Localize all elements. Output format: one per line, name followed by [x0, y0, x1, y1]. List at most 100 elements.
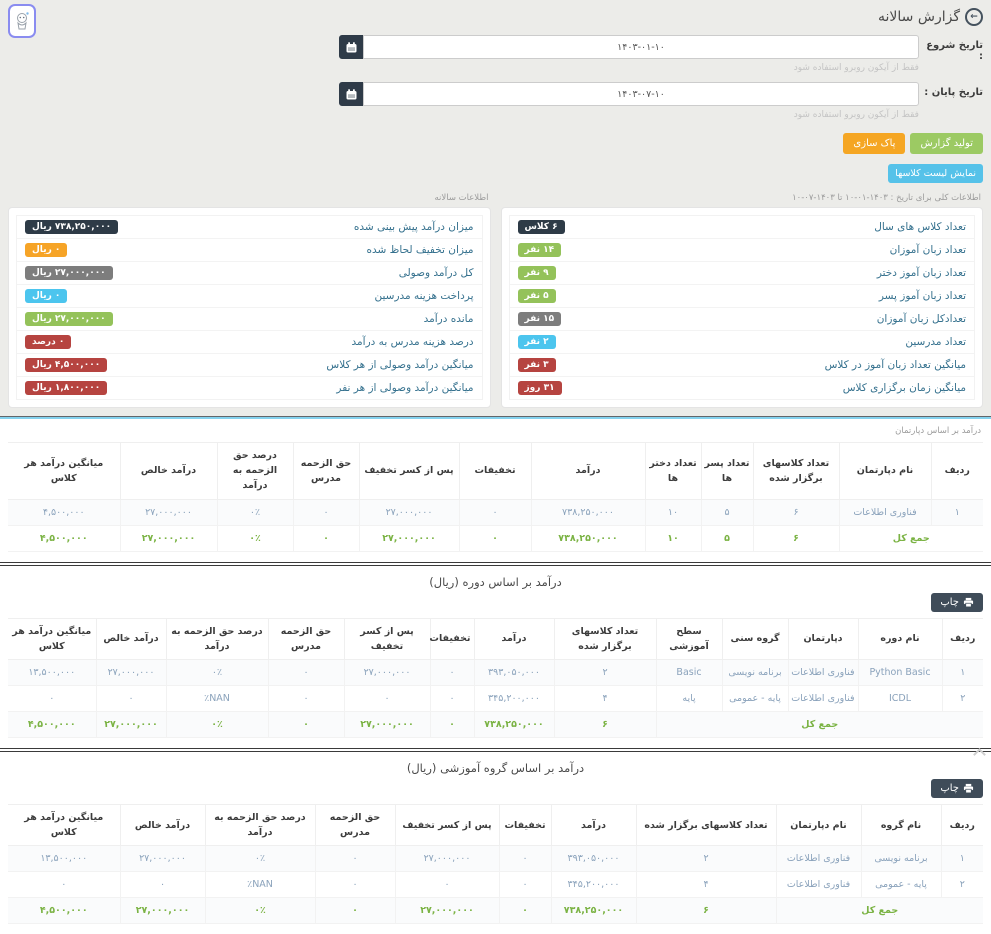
stat-badge: ۱۵ نفر: [517, 312, 562, 326]
course-print-button[interactable]: چاپ: [931, 592, 983, 612]
actions-row: تولید گزارش پاک سازی: [8, 133, 983, 154]
table-cell: ۲۷,۰۰۰,۰۰۰: [95, 658, 167, 686]
column-header: پس از کسر تخفیف: [394, 803, 500, 847]
column-header: تعداد کلاسهای برگزار شده: [635, 803, 777, 847]
general-info-heading: اطلاعات کلی برای تاریخ : ۱۴۰۳-۰۱-۱۰ تا ۱…: [792, 193, 981, 203]
table-cell: ۲۷,۰۰۰,۰۰۰: [343, 658, 431, 686]
column-header: تعداد کلاسهای برگزار شده: [553, 617, 657, 660]
table-cell: ۷۳۸,۲۵۰,۰۰۰: [550, 897, 637, 925]
column-header: حق الزحمه مدرس: [314, 803, 396, 847]
show-classes-row: نمایش لیست کلاسها: [8, 154, 983, 183]
mascot-logo-image: [17, 12, 29, 30]
start-date-input[interactable]: [363, 35, 919, 59]
table-cell: ۱۰: [644, 498, 702, 526]
table-cell: ۲۷,۰۰۰,۰۰۰: [119, 897, 206, 925]
column-header: درآمد: [550, 803, 637, 847]
page-title-text: گزارش سالانه: [878, 9, 960, 25]
total-row: جمع کل ۶ ۵ ۱۰ ۷۳۸,۲۵۰,۰۰۰ ۰ ۲۷,۰۰۰,۰۰۰ ۰ ۰٪ ۲۷,۰۰…: [8, 524, 983, 552]
department-table-container: ردیف نام دپارتمان تعداد کلاسهای برگزار شده…: [8, 442, 983, 552]
end-date-label: تاریخ پایان :: [924, 87, 983, 98]
stat-label: تعدادکل زبان آموزان: [876, 313, 966, 325]
stat-label: درصد هزینه مدرس به درآمد: [351, 336, 474, 348]
department-income-section: درآمد بر اساس دپارتمان ردیف نام دپارتمان ت…: [0, 419, 991, 562]
general-info-panel: تعداد کلاس های سال ۶ کلاس تعداد زبان آموزا…: [500, 207, 983, 408]
table-cell: ۰: [429, 658, 475, 686]
column-header: تخفیفات: [458, 442, 532, 500]
end-date-input[interactable]: [363, 82, 919, 106]
table-cell: ۰٪: [216, 524, 294, 552]
stat-badge: ۲۷,۰۰۰,۰۰۰ ریال: [25, 312, 113, 326]
table-cell: ۰: [119, 871, 206, 899]
stat-row: تعداد زبان آموزان ۱۴ نفر: [509, 239, 974, 262]
clear-button[interactable]: پاک سازی: [843, 133, 906, 154]
annual-info-heading: اطلاعات سالانه: [434, 193, 489, 203]
stat-label: میزان تخفیف لحاظ شده: [366, 244, 474, 256]
table-cell: ۳۹۳,۰۵۰,۰۰۰: [473, 658, 555, 686]
table-cell: ۲۷,۰۰۰,۰۰۰: [119, 845, 206, 873]
generate-report-button[interactable]: تولید گزارش: [910, 133, 983, 154]
stat-label: تعداد زبان آموزان: [889, 244, 966, 256]
stat-row: تعداد زبان آموز دختر ۹ نفر: [509, 262, 974, 285]
table-cell: ۲۷,۰۰۰,۰۰۰: [394, 845, 500, 873]
table-cell: برنامه نویسی: [860, 845, 942, 873]
table-cell: ۰: [95, 684, 167, 712]
table-row: ۲ پایه - عمومی فناوری اطلاعات ۴ ۳۴۵,۲۰۰,۰۰۰ ۰…: [8, 871, 983, 899]
table-cell: ۱: [940, 845, 983, 873]
group-table-container: ردیف نام گروه نام دپارتمان تعداد کلاسهای بر…: [8, 803, 983, 925]
stat-row: میزان درآمد پیش بینی شده ۷۳۸,۲۵۰,۰۰۰ ریال: [17, 216, 482, 239]
stat-badge: ۳ نفر: [517, 358, 556, 372]
table-cell: NAN٪: [165, 684, 269, 712]
start-date-calendar-button[interactable]: [339, 35, 363, 59]
table-cell: ۱: [941, 658, 983, 686]
annual-info-list: میزان درآمد پیش بینی شده ۷۳۸,۲۵۰,۰۰۰ ریال…: [16, 215, 483, 400]
table-cell: ICDL: [857, 684, 943, 712]
table-cell: ۰: [394, 871, 500, 899]
scroll-to-top-chevron-icon[interactable]: [974, 747, 985, 758]
column-header: تعداد دختر ها: [644, 442, 702, 500]
table-cell: ۴,۵۰۰,۰۰۰: [8, 710, 97, 738]
group-print-row: چاپ: [8, 777, 983, 804]
stat-row: میانگین درآمد وصولی از هر کلاس ۴,۵۰۰,۰۰۰ …: [17, 354, 482, 377]
column-header: دپارتمان: [787, 617, 859, 660]
column-header: پس از کسر تخفیف: [343, 617, 431, 660]
stat-row: پرداخت هزینه مدرسین ۰ ریال: [17, 285, 482, 308]
column-header: میانگین درآمد هر کلاس: [8, 617, 97, 660]
page-title: ← گزارش سالانه: [8, 4, 983, 26]
print-button-label: چاپ: [940, 782, 959, 794]
stat-label: تعداد مدرسین: [905, 336, 966, 348]
table-cell: ۰: [267, 684, 345, 712]
table-cell: ۰: [314, 845, 396, 873]
app-logo[interactable]: [8, 4, 36, 38]
calendar-icon: [346, 41, 356, 52]
stat-row: تعدادکل زبان آموزان ۱۵ نفر: [509, 308, 974, 331]
column-header: نام گروه: [860, 803, 942, 847]
group-print-button[interactable]: چاپ: [931, 778, 983, 798]
table-cell: فناوری اطلاعات: [775, 871, 862, 899]
column-header: درصد حق الزحمه به درآمد: [165, 617, 269, 660]
table-cell: ۰٪: [204, 897, 316, 925]
annual-info-panel: میزان درآمد پیش بینی شده ۷۳۸,۲۵۰,۰۰۰ ریال…: [8, 207, 491, 408]
table-cell: ۰٪: [204, 845, 316, 873]
table-cell: ۰: [498, 871, 552, 899]
stat-badge: ۴,۵۰۰,۰۰۰ ریال: [25, 358, 108, 372]
table-cell: ۱۳,۵۰۰,۰۰۰: [8, 658, 97, 686]
column-header: تخفیفات: [498, 803, 552, 847]
stat-row: میانگین درآمد وصولی از هر نفر ۱,۸۰۰,۰۰۰ ر…: [17, 377, 482, 399]
stat-badge: ۲ نفر: [517, 335, 556, 349]
table-row: ۱ برنامه نویسی فناوری اطلاعات ۲ ۳۹۳,۰۵۰,۰۰۰ ۰…: [8, 845, 983, 873]
start-date-row: تاریخ شروع : فقط از آیکون روبرو استفاده …: [8, 35, 983, 73]
stat-label: تعداد زبان آموز پسر: [878, 290, 966, 302]
column-header: درآمد خالص: [95, 617, 167, 660]
table-cell: ۰: [314, 871, 396, 899]
table-cell: ۴,۵۰۰,۰۰۰: [8, 897, 121, 925]
table-cell: پایه - عمومی: [860, 871, 942, 899]
back-circle-icon[interactable]: ←: [965, 8, 983, 26]
show-classes-button[interactable]: نمایش لیست کلاسها: [888, 164, 983, 183]
table-row: ۲ ICDL فناوری اطلاعات پایه - عمومی پایه ۴ ۳۴۵,…: [8, 684, 983, 712]
end-date-calendar-button[interactable]: [339, 82, 363, 106]
general-info-column: اطلاعات کلی برای تاریخ : ۱۴۰۳-۰۱-۱۰ تا ۱…: [500, 185, 983, 408]
stat-label: پرداخت هزینه مدرسین: [374, 290, 474, 302]
section-divider-dark: [0, 747, 991, 752]
table-cell: ۰: [429, 710, 475, 738]
table-cell: ۰٪: [216, 498, 294, 526]
